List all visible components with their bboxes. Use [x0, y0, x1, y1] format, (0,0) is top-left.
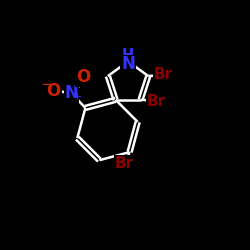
Text: O: O	[76, 68, 90, 86]
Text: H: H	[122, 48, 134, 63]
Text: Br: Br	[154, 67, 173, 82]
Text: Br: Br	[114, 156, 134, 171]
Text: O: O	[46, 82, 61, 100]
Text: Br: Br	[146, 94, 166, 108]
Text: −: −	[40, 77, 53, 92]
Text: +: +	[72, 92, 82, 102]
Text: N: N	[65, 84, 78, 102]
Text: N: N	[121, 55, 135, 73]
